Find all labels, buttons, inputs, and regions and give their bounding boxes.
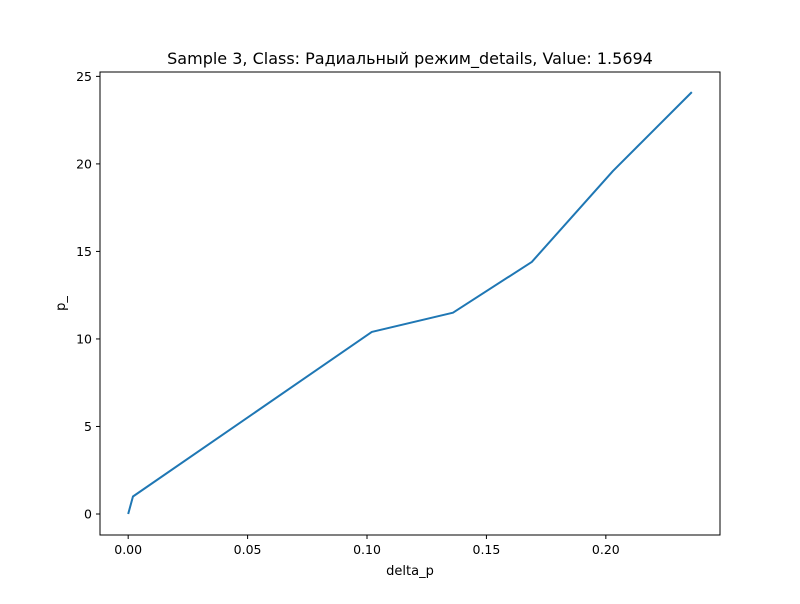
y-tick-label: 0 (84, 506, 92, 521)
x-tick-label: 0.05 (234, 542, 262, 557)
y-tick-label: 15 (76, 244, 92, 259)
x-tick-label: 0.00 (114, 542, 142, 557)
x-tick-label: 0.20 (592, 542, 620, 557)
y-tick-label: 20 (76, 156, 92, 171)
y-tick-label: 10 (76, 331, 92, 346)
plot-frame (99, 71, 721, 536)
series-line-0 (127, 91, 693, 515)
chart-title: Sample 3, Class: Радиальный режим_detail… (167, 49, 653, 69)
y-tick-label: 25 (76, 69, 92, 84)
x-axis-label: delta_p (386, 564, 434, 579)
x-tick-label: 0.10 (353, 542, 381, 557)
plot-area (127, 91, 693, 515)
x-tick-label: 0.15 (473, 542, 501, 557)
y-axis-label: p_ (54, 296, 69, 311)
y-axis-ticks: 0 5 10 15 20 25 (76, 69, 100, 521)
y-tick-label: 5 (84, 419, 92, 434)
x-axis-ticks: 0.00 0.05 0.10 0.15 0.20 (114, 535, 620, 557)
